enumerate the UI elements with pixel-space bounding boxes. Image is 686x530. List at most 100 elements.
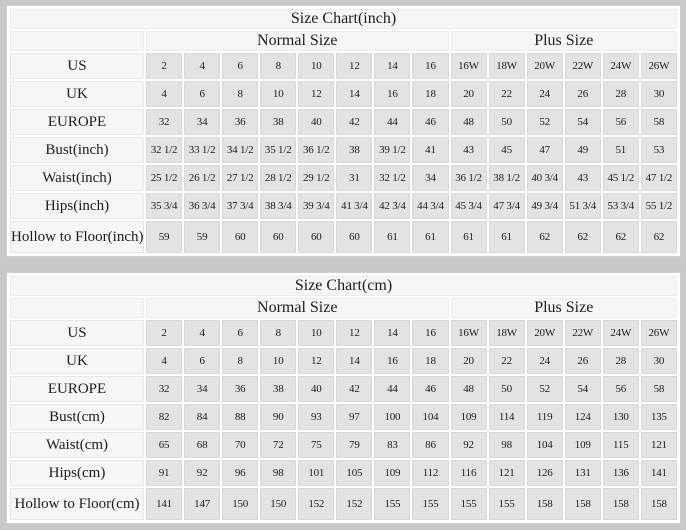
table-row: Waist(inch) 25 1/2 26 1/2 27 1/2 28 1/2 29 1/… [10, 165, 677, 191]
size-cell: 14 [374, 320, 411, 346]
size-cell: 109 [450, 404, 487, 430]
size-cell: 60 [222, 221, 259, 253]
size-cell: 10 [260, 348, 297, 374]
size-cell: 20 [450, 81, 487, 107]
row-label: UK [10, 348, 144, 374]
size-cell: 36 [222, 109, 259, 135]
size-cell: 18 [412, 348, 449, 374]
size-cell: 114 [488, 404, 525, 430]
title-row: Size Chart(inch) [10, 9, 677, 29]
size-cell: 32 1/2 [374, 165, 411, 191]
row-label: Hips(cm) [10, 460, 144, 486]
size-cell: 34 [184, 376, 221, 402]
size-cell: 6 [184, 81, 221, 107]
size-cell: 61 [412, 221, 449, 253]
size-cell: 35 3/4 [146, 193, 183, 219]
size-cell: 126 [526, 460, 563, 486]
group-header-row: Normal Size Plus Size [10, 298, 677, 318]
table-row: Hollow to Floor(cm) 141 147 150 150 152 152 155… [10, 488, 677, 520]
size-cell: 42 [336, 376, 373, 402]
size-cell: 38 [260, 109, 297, 135]
size-cell: 29 1/2 [298, 165, 335, 191]
table-row: Waist(cm) 65 68 70 72 75 79 83 86 92 98 104 109 115 12… [10, 432, 677, 458]
size-cell: 130 [602, 404, 639, 430]
size-cell: 45 1/2 [602, 165, 639, 191]
size-cell: 52 [526, 109, 563, 135]
size-cell: 98 [488, 432, 525, 458]
size-cell: 22 [488, 81, 525, 107]
size-cell: 18 [412, 81, 449, 107]
size-cell: 124 [564, 404, 601, 430]
size-cell: 131 [564, 460, 601, 486]
size-cell: 32 [146, 376, 183, 402]
size-cell: 16 [374, 81, 411, 107]
size-cell: 33 1/2 [184, 137, 221, 163]
row-label: UK [10, 81, 144, 107]
size-cell: 10 [298, 320, 335, 346]
row-label: Waist(cm) [10, 432, 144, 458]
size-cell: 12 [298, 348, 335, 374]
size-cell: 4 [184, 53, 221, 79]
size-cell: 24W [602, 53, 639, 79]
size-cell: 98 [260, 460, 297, 486]
size-cell: 60 [298, 221, 335, 253]
size-cell: 70 [222, 432, 259, 458]
size-cell: 50 [488, 109, 525, 135]
size-cell: 38 [260, 376, 297, 402]
size-cell: 32 1/2 [146, 137, 183, 163]
size-cell: 83 [374, 432, 411, 458]
row-label: EUROPE [10, 376, 144, 402]
size-cell: 60 [336, 221, 373, 253]
size-cell: 38 1/2 [488, 165, 525, 191]
size-cell: 41 [412, 137, 449, 163]
size-cell: 65 [146, 432, 183, 458]
size-cell: 104 [412, 404, 449, 430]
size-cell: 26W [640, 53, 677, 79]
size-cell: 16W [450, 53, 487, 79]
row-label: Bust(cm) [10, 404, 144, 430]
size-cell: 14 [336, 81, 373, 107]
size-cell: 14 [374, 53, 411, 79]
row-label: Waist(inch) [10, 165, 144, 191]
table-row: UK 4 6 8 10 12 14 16 18 20 22 24 26 28 30 [10, 81, 677, 107]
size-cell: 28 1/2 [260, 165, 297, 191]
size-cell: 136 [602, 460, 639, 486]
table-row: UK 4 6 8 10 12 14 16 18 20 22 24 26 28 30 [10, 348, 677, 374]
row-label: US [10, 320, 144, 346]
size-cell: 26 [564, 81, 601, 107]
size-cell: 40 [298, 376, 335, 402]
size-cell: 101 [298, 460, 335, 486]
size-cell: 25 1/2 [146, 165, 183, 191]
size-cell: 62 [526, 221, 563, 253]
size-cell: 58 [640, 376, 677, 402]
size-cell: 135 [640, 404, 677, 430]
size-chart-cm-table: Size Chart(cm) Normal Size Plus Size US 2 4 6 8… [6, 272, 681, 524]
size-cell: 46 [412, 376, 449, 402]
size-cell: 35 1/2 [260, 137, 297, 163]
size-cell: 34 [184, 109, 221, 135]
size-cell: 109 [564, 432, 601, 458]
size-cell: 51 [602, 137, 639, 163]
size-cell: 112 [412, 460, 449, 486]
size-cell: 18W [488, 53, 525, 79]
size-cell: 68 [184, 432, 221, 458]
title-row: Size Chart(cm) [10, 276, 677, 296]
size-cell: 36 1/2 [298, 137, 335, 163]
size-cell: 53 [640, 137, 677, 163]
size-cell: 20W [526, 53, 563, 79]
size-cell: 121 [640, 432, 677, 458]
size-cell: 8 [260, 53, 297, 79]
size-cell: 49 3/4 [526, 193, 563, 219]
size-cell: 30 [640, 348, 677, 374]
size-cell: 47 3/4 [488, 193, 525, 219]
size-cell: 44 [374, 109, 411, 135]
size-cell: 47 1/2 [640, 165, 677, 191]
size-cell: 24 [526, 81, 563, 107]
size-cell: 105 [336, 460, 373, 486]
size-cell: 50 [488, 376, 525, 402]
size-cell: 155 [488, 488, 525, 520]
size-cell: 2 [146, 53, 183, 79]
row-label: Bust(inch) [10, 137, 144, 163]
size-cell: 34 1/2 [222, 137, 259, 163]
size-cell: 34 [412, 165, 449, 191]
